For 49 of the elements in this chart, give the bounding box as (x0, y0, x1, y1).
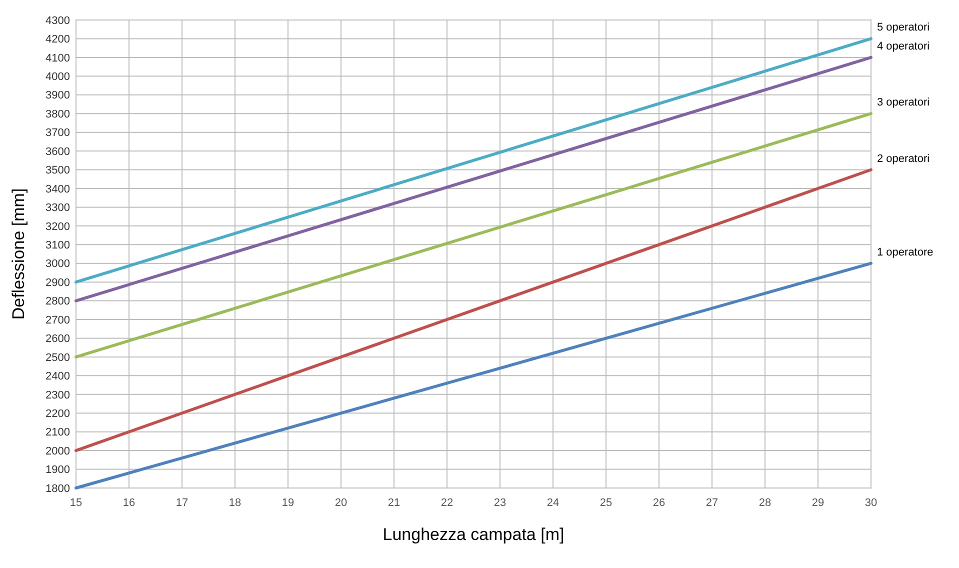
x-tick-label: 18 (228, 497, 242, 509)
series-label: 1 operatore (877, 246, 934, 258)
y-tick-label: 3400 (46, 183, 70, 196)
y-tick-label: 3600 (46, 146, 70, 158)
y-tick-label: 2000 (46, 445, 70, 458)
series-label: 5 operatori (877, 22, 930, 34)
y-tick-label: 4200 (46, 34, 70, 46)
y-tick-label: 3500 (46, 164, 70, 177)
y-tick-label: 3100 (46, 239, 70, 252)
series-label: 3 operatori (877, 96, 930, 109)
x-tick-label: 23 (494, 497, 506, 509)
x-tick-label: 28 (758, 497, 772, 509)
y-tick-label: 2700 (46, 314, 70, 326)
x-tick-label: 25 (600, 497, 612, 509)
y-tick-label: 4000 (46, 71, 70, 84)
y-tick-label: 1900 (46, 464, 70, 476)
y-tick-label: 2200 (46, 408, 70, 420)
x-tick-label: 16 (122, 497, 136, 509)
y-tick-label: 4100 (46, 52, 70, 64)
y-tick-label: 2600 (46, 333, 70, 346)
y-tick-label: 2800 (46, 296, 70, 308)
y-tick-label: 3800 (46, 108, 70, 120)
x-tick-label: 26 (652, 497, 666, 509)
x-tick-label: 24 (546, 497, 560, 509)
x-tick-label: 19 (282, 497, 294, 509)
x-tick-label: 17 (176, 497, 188, 509)
y-axis-title: Deflessione [mm] (9, 188, 28, 320)
y-tick-label: 2100 (46, 426, 70, 439)
y-tick-label: 2500 (46, 352, 70, 364)
x-tick-label: 27 (706, 497, 718, 509)
series-label: 4 operatori (877, 40, 930, 52)
y-tick-label: 1800 (46, 482, 70, 495)
y-tick-label: 2900 (46, 276, 70, 289)
x-tick-label: 29 (812, 497, 824, 509)
y-tick-label: 3700 (46, 127, 70, 140)
y-tick-label: 2400 (46, 370, 70, 383)
x-axis-title: Lunghezza campata [m] (382, 525, 564, 544)
series-label: 2 operatori (877, 152, 930, 165)
y-tick-label: 4300 (46, 14, 70, 27)
x-tick-label: 30 (864, 497, 878, 509)
y-tick-label: 2300 (46, 389, 70, 402)
y-tick-label: 3200 (46, 220, 70, 233)
y-tick-label: 3900 (46, 90, 70, 102)
x-tick-label: 21 (388, 497, 400, 509)
x-tick-label: 15 (70, 497, 82, 509)
x-tick-label: 20 (334, 497, 348, 509)
y-tick-label: 3300 (46, 202, 70, 214)
y-tick-label: 3000 (46, 258, 70, 270)
x-tick-label: 22 (440, 497, 454, 509)
